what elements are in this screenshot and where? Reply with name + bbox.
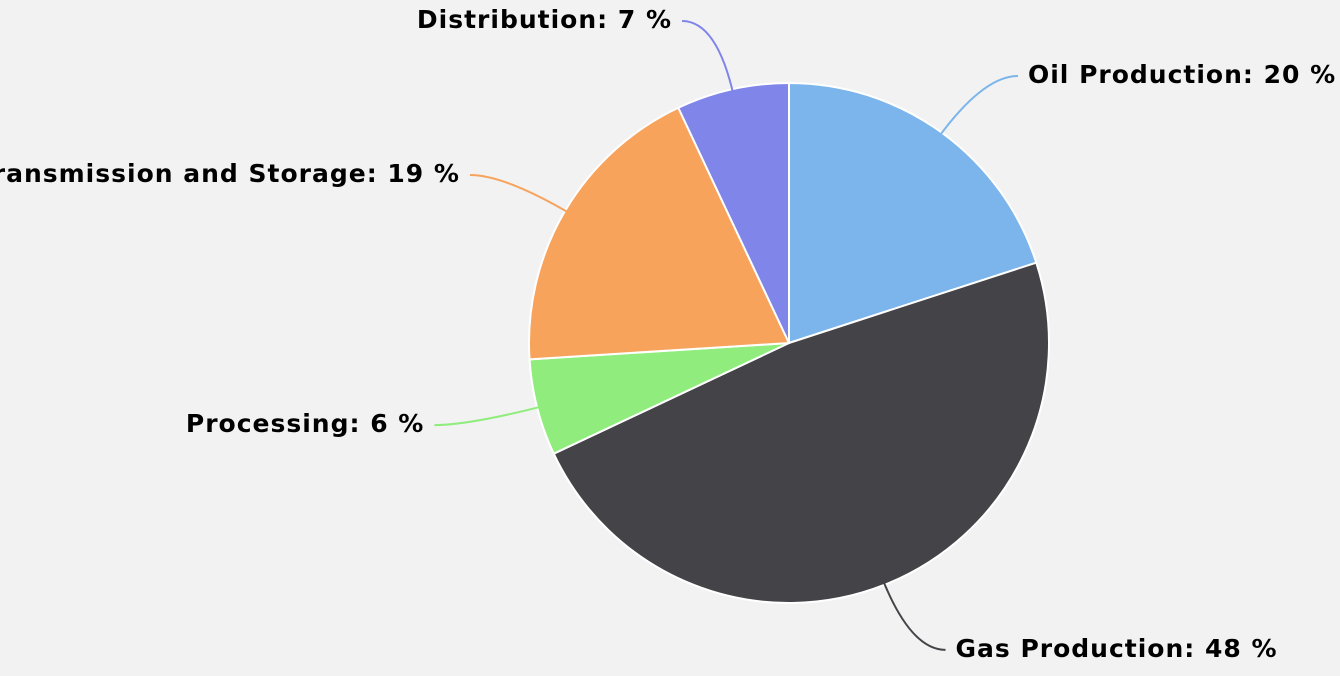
connector [469, 174, 573, 216]
data-label: Oil Production: 20 % [1028, 60, 1336, 89]
data-label: Distribution: 7 % [417, 5, 672, 34]
data-label: Gas Production: 48 % [955, 634, 1277, 663]
connector [434, 404, 546, 427]
data-label: Transmission and Storage: 19 % [0, 159, 460, 188]
connector [936, 75, 1018, 140]
connector [681, 19, 736, 98]
data-label: Processing: 6 % [186, 409, 424, 438]
connector [880, 576, 946, 651]
